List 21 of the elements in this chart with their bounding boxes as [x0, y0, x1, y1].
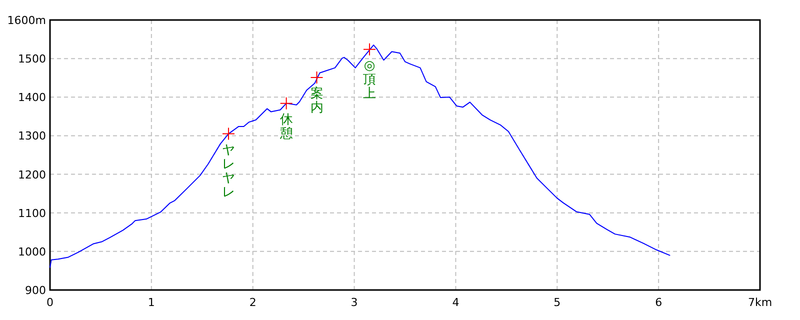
- x-tick-label: 6: [655, 296, 662, 309]
- y-tick-label: 1300: [18, 130, 46, 143]
- y-tick-label: 1000: [18, 245, 46, 258]
- x-tick-label: 7km: [748, 296, 772, 309]
- annotation: ◎頂上: [363, 58, 376, 102]
- x-tick-label: 2: [249, 296, 256, 309]
- line-series: [50, 44, 670, 268]
- x-tick-label: 5: [554, 296, 561, 309]
- annotation: ヤレヤレ: [222, 142, 236, 200]
- y-tick-label: 1400: [18, 91, 46, 104]
- annotation: 案内: [310, 85, 324, 116]
- x-tick-label: 4: [452, 296, 460, 309]
- y-tick-label: 1200: [18, 168, 46, 182]
- y-tick-label: 1500: [18, 52, 46, 66]
- x-tick-label: 0: [46, 296, 54, 309]
- y-tick-label: 900: [25, 284, 46, 297]
- x-tick-label: 3: [350, 296, 358, 309]
- x-tick-label: 1: [148, 296, 155, 309]
- y-tick-label: 1600m: [7, 14, 46, 27]
- y-tick-label: 1100: [18, 206, 46, 220]
- annotation: 休憩: [278, 112, 293, 142]
